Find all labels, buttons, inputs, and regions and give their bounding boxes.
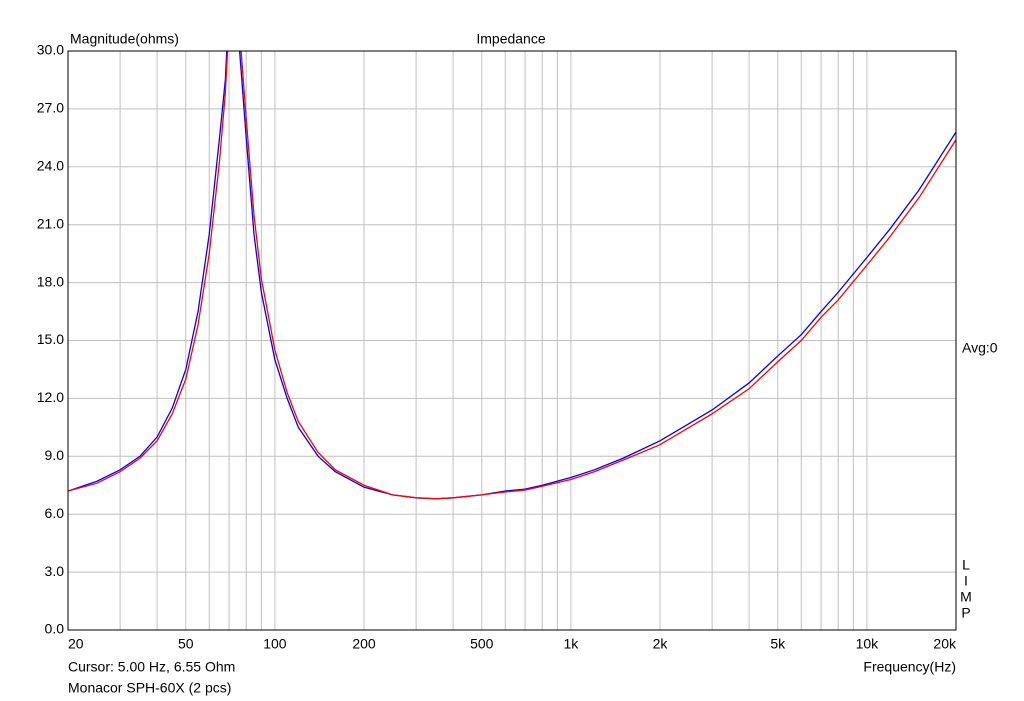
y-tick-label: 27.0 <box>37 100 64 116</box>
y-tick-label: 15.0 <box>37 331 64 347</box>
cursor-label: Cursor: 5.00 Hz, 6.55 Ohm <box>68 659 235 675</box>
x-tick-label: 200 <box>352 636 376 652</box>
y-axis-label: Magnitude(ohms) <box>70 31 179 47</box>
x-tick-label: 2k <box>653 636 669 652</box>
y-tick-label: 21.0 <box>37 215 64 231</box>
avg-label: Avg:0 <box>962 340 998 356</box>
x-tick-label: 20k <box>933 636 957 652</box>
side-label-letter: M <box>960 589 972 605</box>
y-tick-label: 9.0 <box>45 447 65 463</box>
impedance-line <box>68 51 956 500</box>
x-tick-label: 1k <box>563 636 579 652</box>
y-tick-label: 3.0 <box>45 563 65 579</box>
chart-title: Impedance <box>476 31 545 47</box>
x-tick-label: 5k <box>770 636 786 652</box>
x-tick-label: 500 <box>470 636 494 652</box>
x-tick-label: 50 <box>178 636 194 652</box>
x-tick-label: 10k <box>856 636 880 652</box>
y-tick-label: 24.0 <box>37 158 64 174</box>
side-label-letter: I <box>964 573 968 589</box>
y-tick-label: 30.0 <box>37 42 64 58</box>
impedance-line <box>68 51 956 500</box>
device-label: Monacor SPH-60X (2 pcs) <box>68 680 231 696</box>
x-tick-label: 100 <box>263 636 287 652</box>
plot-frame <box>67 50 957 631</box>
y-tick-label: 0.0 <box>45 621 65 637</box>
x-tick-label: 20 <box>68 636 84 652</box>
side-label-letter: P <box>961 605 970 621</box>
x-axis-label: Frequency(Hz) <box>863 659 956 675</box>
y-tick-label: 18.0 <box>37 273 64 289</box>
side-label-letter: L <box>962 557 970 573</box>
y-tick-label: 12.0 <box>37 389 64 405</box>
y-tick-label: 6.0 <box>45 505 65 521</box>
